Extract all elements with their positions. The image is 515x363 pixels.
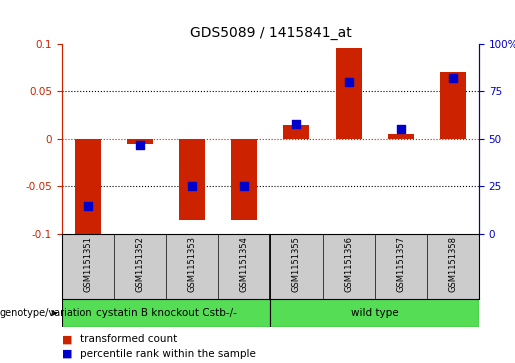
Bar [283,125,310,139]
Point [188,184,196,189]
Point [293,121,301,127]
Text: GSM1151351: GSM1151351 [83,236,92,292]
Text: GSM1151357: GSM1151357 [396,236,405,292]
Point [136,142,144,147]
Text: wild type: wild type [351,308,399,318]
Bar [270,299,479,327]
Bar [127,139,153,144]
Bar [62,299,270,327]
Bar [75,139,101,234]
Point [84,203,92,208]
Text: transformed count: transformed count [80,334,177,344]
Text: GSM1151358: GSM1151358 [449,236,457,292]
Text: GSM1151355: GSM1151355 [292,236,301,292]
Bar [231,139,258,220]
Text: GSM1151354: GSM1151354 [240,236,249,292]
Text: percentile rank within the sample: percentile rank within the sample [80,349,256,359]
Bar [440,72,466,139]
Point [345,79,353,85]
Point [397,126,405,132]
Point [449,75,457,81]
Point [240,184,248,189]
Text: genotype/variation: genotype/variation [0,308,93,318]
Text: cystatin B knockout Cstb-/-: cystatin B knockout Cstb-/- [96,308,236,318]
Text: GSM1151352: GSM1151352 [135,236,145,292]
Text: GSM1151356: GSM1151356 [344,236,353,292]
Text: ■: ■ [62,334,72,344]
Text: GSM1151353: GSM1151353 [187,236,197,292]
Text: ■: ■ [62,349,72,359]
Bar [179,139,205,220]
Bar [336,48,362,139]
Title: GDS5089 / 1415841_at: GDS5089 / 1415841_at [190,26,351,40]
Bar [388,134,414,139]
